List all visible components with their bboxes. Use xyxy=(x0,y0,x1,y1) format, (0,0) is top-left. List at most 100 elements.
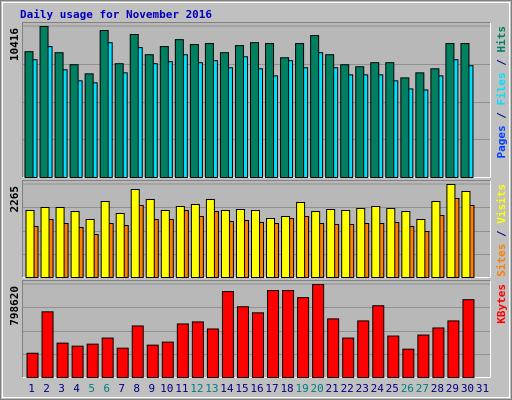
bar xyxy=(372,305,385,378)
bar xyxy=(115,212,125,278)
bar xyxy=(144,54,154,178)
bar xyxy=(146,344,159,379)
bar xyxy=(355,66,365,178)
x-tick-label: 15 xyxy=(235,382,248,395)
bar xyxy=(327,318,340,378)
x-tick-label: 8 xyxy=(133,382,140,395)
legend: Sites / Visits xyxy=(495,184,508,277)
x-tick-label: 31 xyxy=(476,382,489,395)
bar xyxy=(205,198,215,278)
legend-entry: Sites xyxy=(495,244,508,277)
bar xyxy=(159,46,169,178)
bar xyxy=(41,311,54,379)
bar xyxy=(460,43,470,178)
bar xyxy=(417,334,430,379)
bar xyxy=(430,68,440,178)
bar xyxy=(416,218,426,279)
x-tick-label: 2 xyxy=(43,382,50,395)
x-tick-label: 11 xyxy=(175,382,188,395)
x-tick-label: 17 xyxy=(265,382,278,395)
bar xyxy=(311,211,321,278)
legend-entry: KBytes xyxy=(495,284,508,324)
x-tick-label: 26 xyxy=(401,382,414,395)
bar xyxy=(235,209,245,278)
bar xyxy=(191,321,204,379)
bar xyxy=(387,335,400,378)
bar xyxy=(161,341,174,379)
legend: Pages / Files / Hits xyxy=(495,26,508,159)
x-tick-label: 22 xyxy=(341,382,354,395)
x-tick-label: 5 xyxy=(88,382,95,395)
legend-separator: / xyxy=(495,53,508,73)
bar xyxy=(204,43,214,178)
x-tick-label: 30 xyxy=(461,382,474,395)
bar xyxy=(297,297,310,379)
bar xyxy=(462,299,475,378)
bar xyxy=(326,209,336,278)
bar xyxy=(371,206,381,278)
bar xyxy=(446,184,456,278)
x-tick-label: 19 xyxy=(295,382,308,395)
bar xyxy=(71,345,84,378)
bar xyxy=(325,54,335,178)
legend-separator: / xyxy=(495,224,508,244)
y-tick-label: 2265 xyxy=(8,186,21,213)
bar xyxy=(160,209,170,278)
bar xyxy=(39,26,49,178)
bar xyxy=(295,43,305,178)
bar xyxy=(310,35,320,179)
bar xyxy=(341,209,351,278)
bar xyxy=(250,42,259,178)
bar xyxy=(402,348,415,378)
bar xyxy=(54,52,64,178)
bar xyxy=(190,203,200,279)
bar xyxy=(116,347,129,379)
bar xyxy=(100,200,110,278)
chart-title: Daily usage for November 2016 xyxy=(20,8,212,21)
bar xyxy=(219,52,229,178)
bar xyxy=(296,201,306,278)
bar xyxy=(175,206,185,278)
bar xyxy=(357,320,370,379)
legend-entry: Hits xyxy=(495,26,508,53)
x-tick-label: 9 xyxy=(148,382,155,395)
bar xyxy=(55,206,65,278)
legend-entry: Visits xyxy=(495,184,508,224)
bar xyxy=(340,64,350,178)
x-tick-label: 23 xyxy=(356,382,369,395)
bar xyxy=(131,325,144,378)
bar xyxy=(99,30,109,178)
bar xyxy=(84,73,94,178)
bar xyxy=(342,337,355,379)
bar xyxy=(206,328,219,378)
x-tick-label: 3 xyxy=(58,382,65,395)
bar xyxy=(386,207,396,278)
bar xyxy=(85,218,95,279)
bar xyxy=(461,190,471,278)
bar xyxy=(145,198,155,278)
bar xyxy=(86,343,99,379)
legend-separator: / xyxy=(495,106,508,126)
x-tick-label: 28 xyxy=(431,382,444,395)
bar xyxy=(252,312,264,378)
bar xyxy=(25,209,35,278)
legend: KBytes xyxy=(495,284,508,324)
x-tick-label: 27 xyxy=(416,382,429,395)
y-tick-label: 798620 xyxy=(8,286,21,326)
bar xyxy=(370,62,380,178)
bar xyxy=(174,39,184,178)
bar xyxy=(447,320,460,379)
bar xyxy=(176,323,189,379)
bar xyxy=(415,72,425,178)
y-tick-label: 10416 xyxy=(8,28,21,61)
x-tick-label: 18 xyxy=(280,382,293,395)
x-tick-label: 1 xyxy=(28,382,35,395)
bar xyxy=(130,189,140,279)
x-tick-label: 13 xyxy=(205,382,218,395)
bar xyxy=(401,211,411,278)
bar xyxy=(281,215,291,278)
bar xyxy=(445,43,455,178)
x-tick-label: 12 xyxy=(190,382,203,395)
